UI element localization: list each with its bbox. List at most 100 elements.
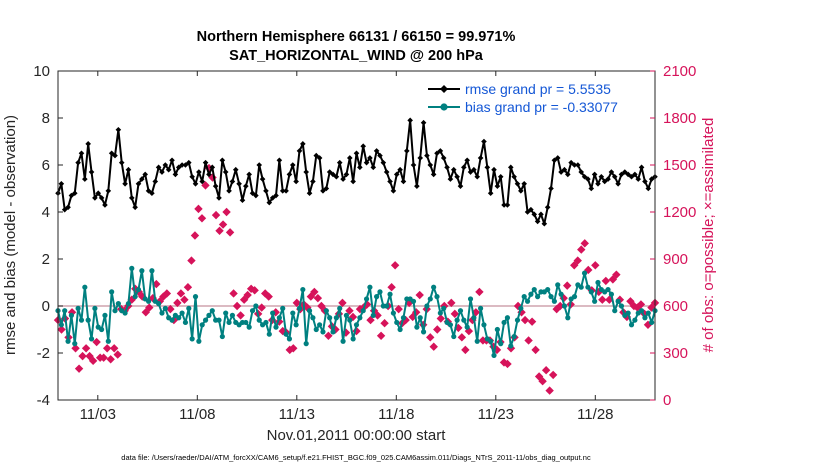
bias-point (320, 329, 326, 335)
bias-point (78, 317, 85, 323)
bias-point (474, 338, 480, 344)
obs-count-point (201, 181, 210, 190)
rmse-point (102, 202, 108, 208)
rmse-point (232, 166, 239, 173)
rmse-point (108, 150, 115, 157)
bias-point (122, 310, 128, 316)
rmse-point (132, 204, 138, 211)
bias-point (498, 341, 504, 347)
bias-point (628, 322, 635, 328)
obs-count-point (102, 344, 112, 353)
legend-marker-rmse (440, 85, 448, 93)
obs-count-point (176, 289, 186, 298)
obs-count-point (324, 331, 333, 340)
bias-point (390, 310, 396, 316)
legend-label-bias: bias grand pr = -0.33077 (465, 99, 618, 115)
bias-point (82, 284, 88, 290)
y-tick-label: 10 (33, 63, 50, 80)
rmse-point (373, 148, 380, 154)
bias-point (246, 324, 252, 330)
bias-point (186, 305, 192, 311)
obs-count-point (225, 228, 235, 237)
rmse-point (420, 119, 427, 126)
rmse-point (222, 169, 229, 175)
y-tick-label: 4 (42, 204, 50, 221)
rmse-point (61, 206, 68, 213)
bias-point (528, 291, 534, 297)
y-axis-label-left: rmse and bias (model - observation) (2, 115, 19, 355)
bias-point (310, 315, 316, 321)
rmse-point (648, 176, 655, 182)
obs-count-point (534, 372, 544, 381)
bias-point (571, 294, 578, 300)
obs-count-point (555, 301, 565, 311)
rmse-point (357, 164, 363, 171)
bias-point (501, 319, 507, 326)
bias-point (109, 289, 115, 295)
bias-point (115, 301, 121, 307)
rmse-point (266, 199, 273, 206)
obs-count-point (598, 295, 607, 304)
rmse-point (75, 159, 81, 166)
obs-count-point (538, 377, 547, 386)
rmse-point (450, 166, 457, 173)
obs-count-point (629, 301, 639, 311)
bias-point (162, 305, 168, 311)
obs-count-point (524, 336, 533, 345)
bias-point (387, 291, 393, 297)
bias-point (491, 352, 497, 358)
obs-count-point (88, 356, 98, 366)
obs-count-point (461, 345, 470, 355)
rmse-point (531, 211, 538, 218)
rmse-point (316, 155, 323, 161)
x-tick-label: 11/03 (80, 406, 116, 423)
bias-point (367, 284, 373, 290)
rmse-point (128, 195, 135, 201)
rmse-point (350, 178, 356, 185)
rmse-point (65, 204, 71, 211)
obs-count-point (503, 359, 512, 369)
rmse-point (323, 185, 330, 192)
rmse-point (457, 183, 464, 189)
bias-point (159, 310, 165, 316)
bias-point (374, 294, 380, 300)
rmse-point (595, 181, 601, 187)
obs-count-point (376, 331, 386, 340)
bias-point (317, 322, 323, 328)
rmse-point (199, 178, 206, 185)
bias-point (551, 298, 557, 304)
rmse-point (159, 169, 165, 175)
bias-point (595, 279, 601, 286)
rmse-point (286, 171, 293, 178)
rmse-point (471, 166, 477, 173)
bias-point (337, 305, 343, 311)
rmse-point (390, 188, 397, 194)
bias-point (216, 317, 222, 323)
rmse-point (430, 171, 437, 178)
bias-point (125, 301, 132, 307)
bias-point (377, 289, 383, 295)
bias-point (283, 331, 289, 337)
rmse-point (380, 159, 387, 166)
bias-point (488, 338, 494, 344)
rmse-point (461, 164, 467, 171)
obs-count-point (436, 314, 445, 323)
rmse-point (534, 218, 541, 225)
obs-count-point (71, 344, 80, 353)
obs-count-point (211, 210, 221, 220)
bias-point (249, 308, 256, 314)
rmse-point (601, 178, 608, 185)
obs-count-point (215, 226, 224, 235)
rmse-point (122, 181, 128, 187)
obs-count-point (591, 261, 600, 270)
bias-point (558, 291, 564, 297)
rmse-point (367, 155, 373, 161)
y-axis-right: 0 300 600 900 1200 1500 1800 2100 (650, 63, 696, 409)
rmse-point (149, 190, 155, 196)
bias-point (129, 265, 135, 271)
bias-point (535, 294, 541, 300)
y-tick-label: 0 (42, 298, 50, 315)
rmse-point (249, 190, 256, 196)
obs-count-point (580, 239, 589, 248)
plot-background (58, 71, 655, 400)
